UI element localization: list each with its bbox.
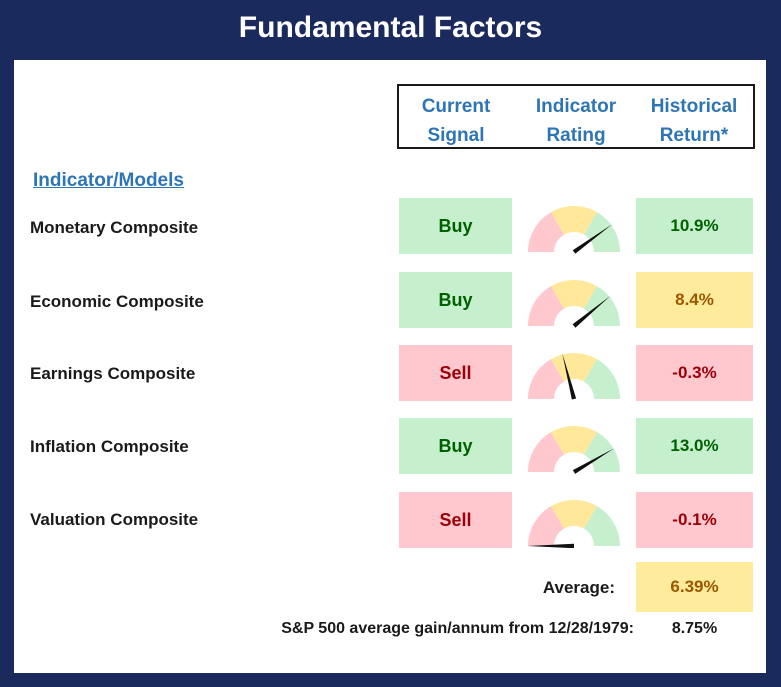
gauge-segment-red <box>528 286 564 326</box>
header-indicator-rating-line2: Rating <box>546 125 606 146</box>
row-label-economic: Economic Composite <box>30 292 204 311</box>
rating-gauge-earnings <box>528 353 620 400</box>
gauge-segment-red <box>528 212 564 252</box>
content-panel: Current Signal Indicator Rating Historic… <box>14 60 766 673</box>
gauge-segment-yellow <box>551 500 597 529</box>
average-value: 6.39% <box>636 562 753 612</box>
header-indicator-rating-line1: Indicator <box>535 96 617 117</box>
row-label-monetary: Monetary Composite <box>30 218 199 237</box>
signal-cell-inflation: Buy <box>399 418 512 474</box>
rating-gauge-economic <box>528 280 620 328</box>
signal-cell-earnings: Sell <box>399 345 512 401</box>
gauge-segment-yellow <box>551 206 597 235</box>
gauge-needle <box>572 296 611 328</box>
return-cell-inflation: 13.0% <box>636 418 753 474</box>
gauge-segment-red <box>528 359 564 399</box>
signal-cell-monetary: Buy <box>399 198 512 254</box>
gauge-segment-green <box>584 506 620 546</box>
gauge-needle <box>572 224 613 254</box>
column-header-box: Current Signal Indicator Rating Historic… <box>397 84 755 149</box>
average-label: Average: <box>542 578 615 597</box>
signal-cell-valuation: Sell <box>399 492 512 548</box>
header-historical-return: Historical Return* <box>637 92 751 150</box>
sp500-label: S&P 500 average gain/annum from 12/28/19… <box>281 620 634 637</box>
row-label-earnings: Earnings Composite <box>30 364 196 383</box>
return-cell-earnings: -0.3% <box>636 345 753 401</box>
gauge-segment-yellow <box>551 280 597 309</box>
gauge-segment-yellow <box>551 426 597 455</box>
row-label-valuation: Valuation Composite <box>30 510 199 529</box>
header-historical-return-line2: Return* <box>659 125 729 146</box>
page-title: Fundamental Factors <box>238 11 543 44</box>
gauge-segment-red <box>528 432 564 472</box>
sp500-value: 8.75% <box>671 620 718 637</box>
rating-gauge-inflation <box>528 426 620 474</box>
gauge-segment-green <box>584 286 620 326</box>
rating-gauge-monetary <box>528 206 620 254</box>
gauge-needle <box>527 543 574 548</box>
header-current-signal-line2: Signal <box>427 125 485 146</box>
header-indicator-rating: Indicator Rating <box>521 92 631 150</box>
header-current-signal: Current Signal <box>405 92 507 150</box>
gauge-segment-yellow <box>551 353 597 382</box>
signal-cell-economic: Buy <box>399 272 512 328</box>
section-label-models: Indicator/Models <box>33 170 184 191</box>
rating-gauge-valuation <box>527 500 620 548</box>
gauge-segment-red <box>528 506 564 546</box>
return-cell-monetary: 10.9% <box>636 198 753 254</box>
row-label-inflation: Inflation Composite <box>30 437 189 456</box>
gauge-needle <box>572 448 615 474</box>
return-cell-valuation: -0.1% <box>636 492 753 548</box>
header-historical-return-line1: Historical <box>650 96 738 117</box>
return-cell-economic: 8.4% <box>636 272 753 328</box>
gauge-needle <box>562 353 577 400</box>
header-current-signal-line1: Current <box>421 96 491 117</box>
gauge-segment-green <box>584 359 620 399</box>
